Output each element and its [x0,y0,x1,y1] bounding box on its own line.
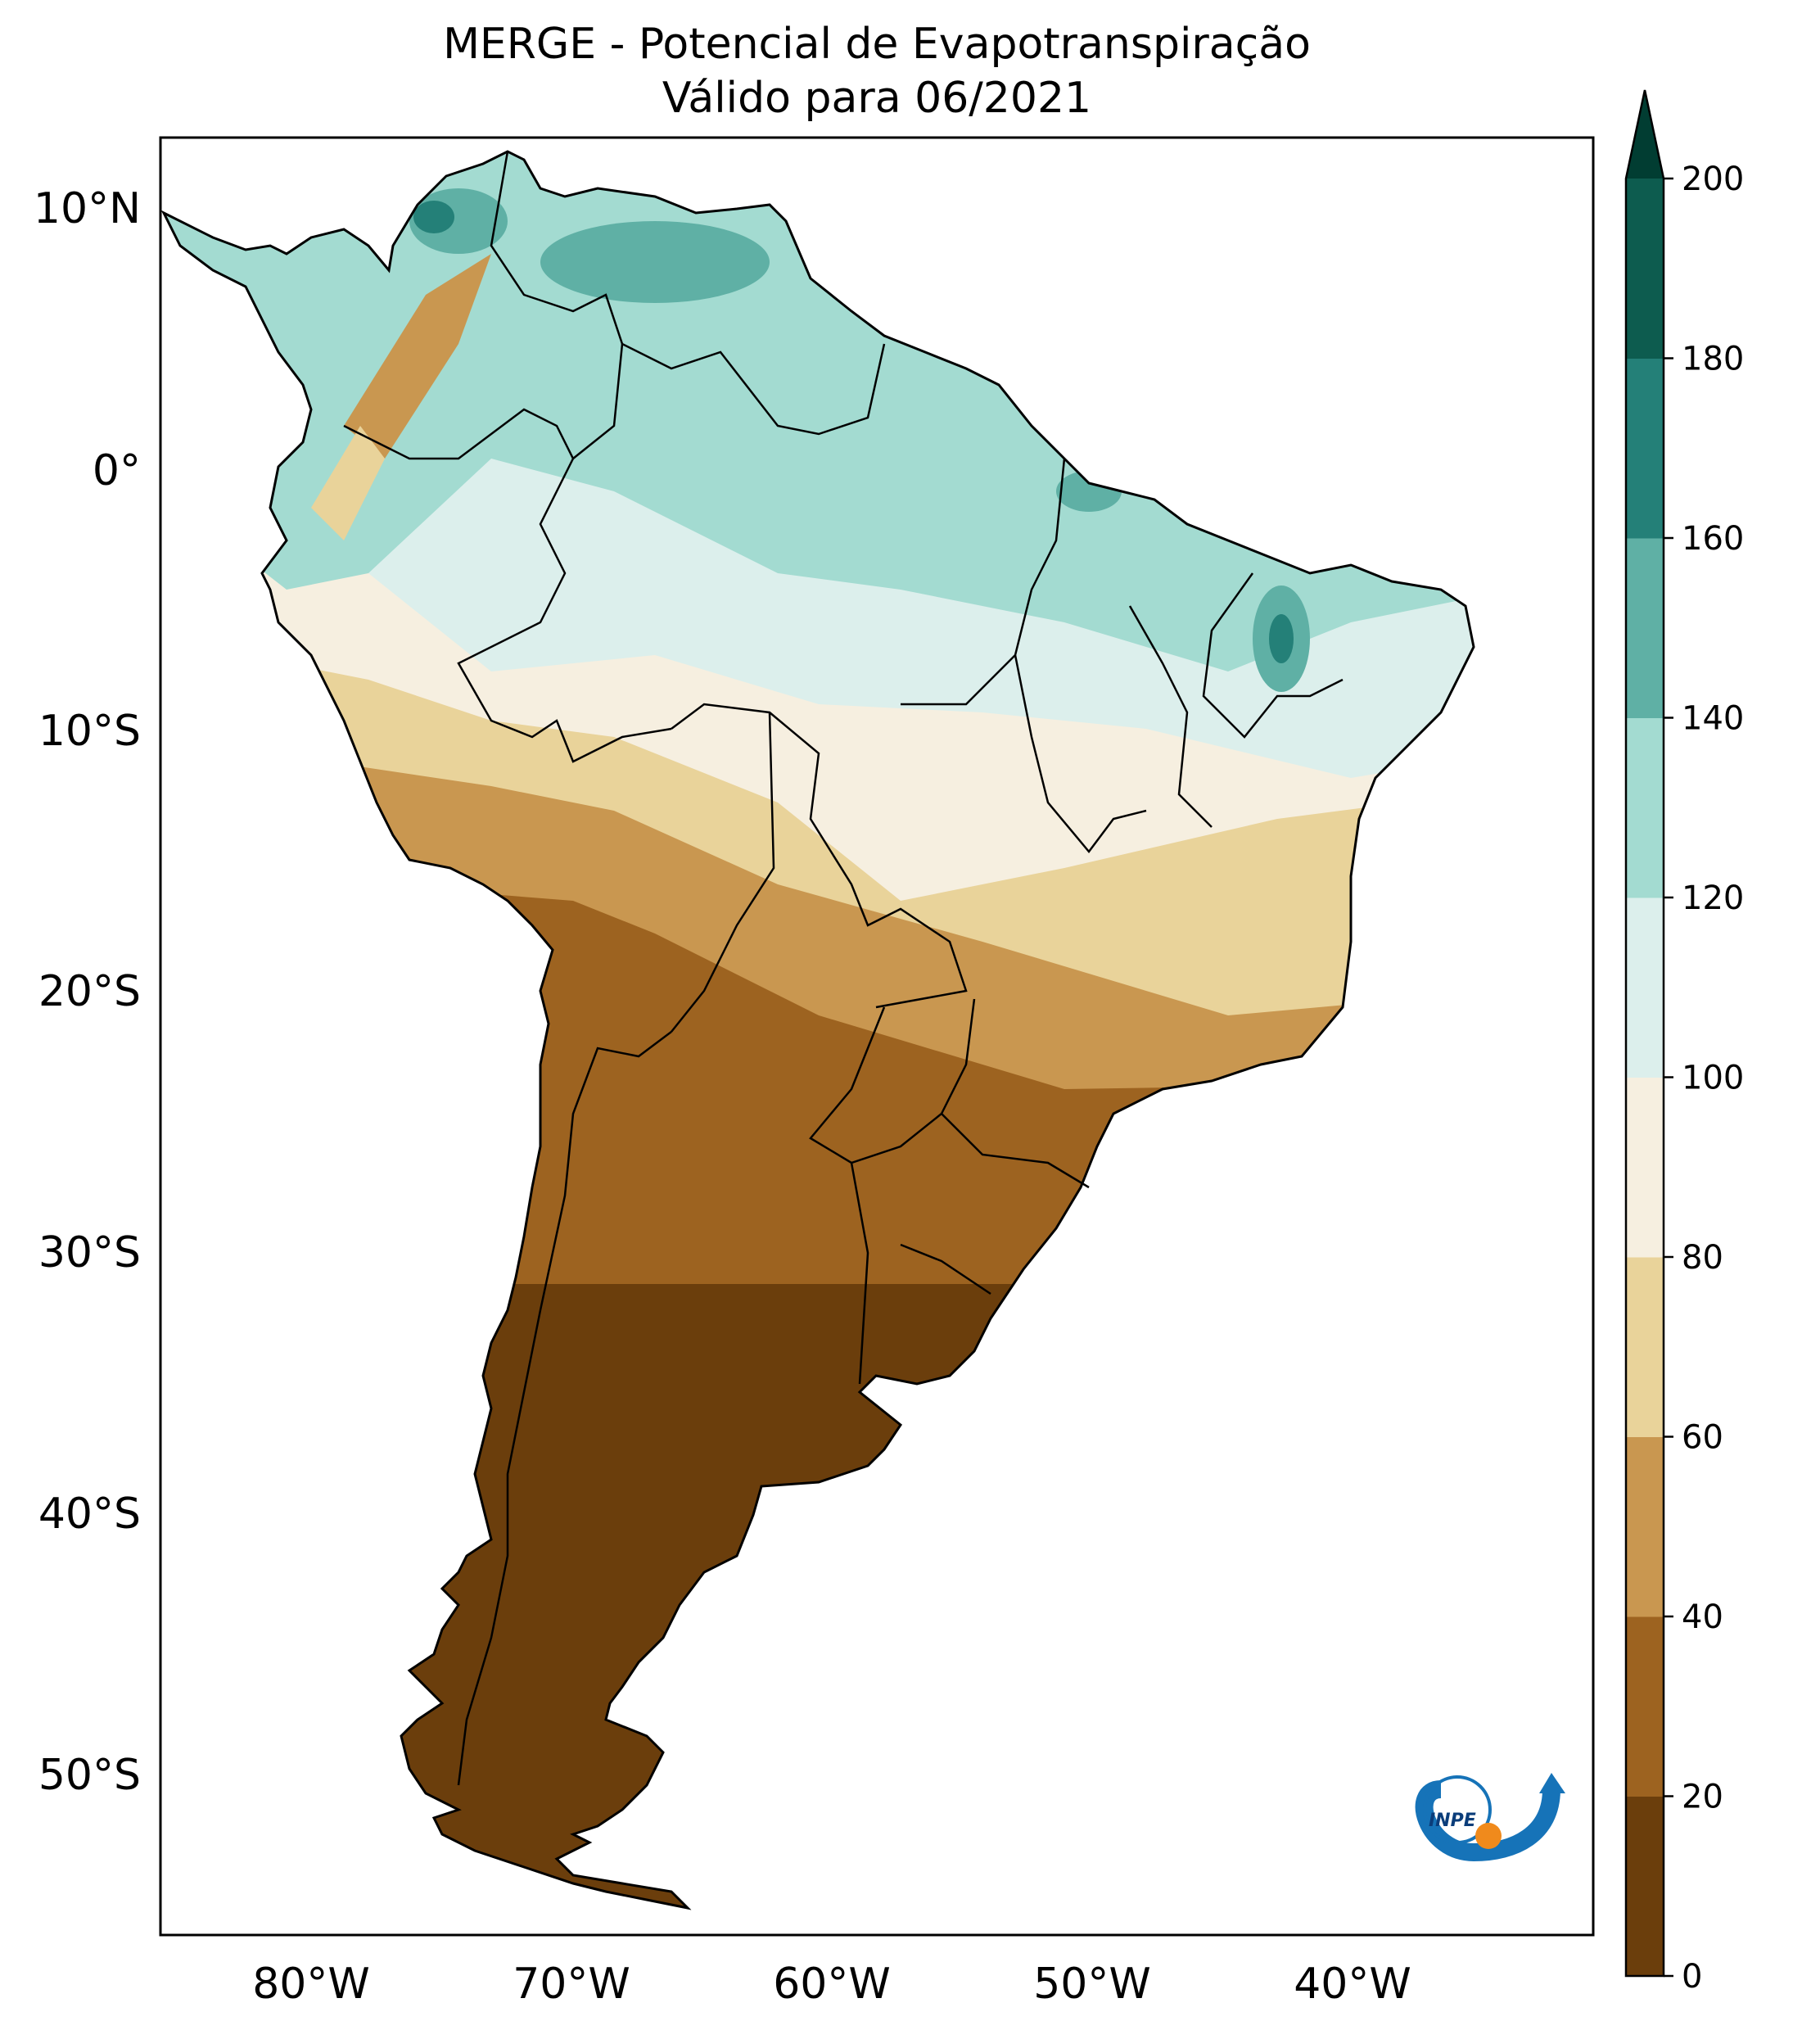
logo-text: INPE [1429,1811,1476,1831]
colorbar-segment [1626,179,1664,359]
colorbar-segment [1626,358,1664,539]
colorbar-tick-label: 20 [1682,1779,1723,1816]
map-subtitle: Válido para 06/2021 [662,74,1092,123]
lat-label: 0° [93,446,141,495]
coastline [160,150,1475,1910]
map-title: MERGE - Potencial de Evapotranspiração [443,20,1311,69]
inpe-logo: INPE [1415,1773,1565,1862]
colorbar-tick-label: 0 [1682,1958,1702,1996]
logo-sun [1475,1823,1502,1849]
lon-label: 40°W [1294,1960,1411,2009]
colorbar-tick-label: 40 [1682,1598,1723,1636]
country-borders [343,151,1344,1786]
colorbar-segment [1626,538,1664,718]
colorbar-segment [1626,1436,1664,1617]
colorbar-tick-label: 120 [1682,879,1744,917]
colorbar: 0 20 40 60 80 100 120 140 160 180 200 [1624,89,1744,1996]
map-frame [159,136,1595,1937]
colorbar-tick-label: 180 [1682,341,1744,378]
lat-label: 20°S [38,967,141,1016]
lon-label: 80°W [252,1960,370,2009]
colorbar-tick-label: 160 [1682,520,1744,558]
colorbar-outline [1624,89,1665,1978]
longitude-labels: 80°W 70°W 60°W 50°W 40°W [252,1960,1411,2009]
colorbar-segment [1626,1616,1664,1797]
colorbar-tick-label: 100 [1682,1060,1744,1097]
latitude-labels: 10°N 0° 10°S 20°S 30°S 40°S 50°S [34,184,141,1800]
lat-label: 40°S [38,1490,141,1539]
lat-label: 10°N [34,184,141,233]
colorbar-segment [1626,897,1664,1078]
lon-label: 70°W [513,1960,630,2009]
lon-label: 50°W [1033,1960,1151,2009]
colorbar-tick-label: 60 [1682,1419,1723,1457]
colorbar-extend-arrow [1626,90,1664,179]
lat-label: 50°S [38,1751,141,1800]
colorbar-segment [1626,1257,1664,1437]
map-panel [159,136,1595,1937]
colorbar-segment [1626,1077,1664,1258]
lat-label: 10°S [38,707,141,756]
colorbar-segment [1626,1796,1664,1977]
logo-arrow-icon [1539,1773,1565,1793]
colorbar-tick-label: 80 [1682,1239,1723,1277]
colorbar-segment [1626,717,1664,898]
colorbar-tick-label: 200 [1682,161,1744,198]
colorbar-tick-label: 140 [1682,700,1744,738]
logo-ring [1423,1775,1492,1844]
lat-label: 30°S [38,1228,141,1277]
lon-label: 60°W [773,1960,891,2009]
